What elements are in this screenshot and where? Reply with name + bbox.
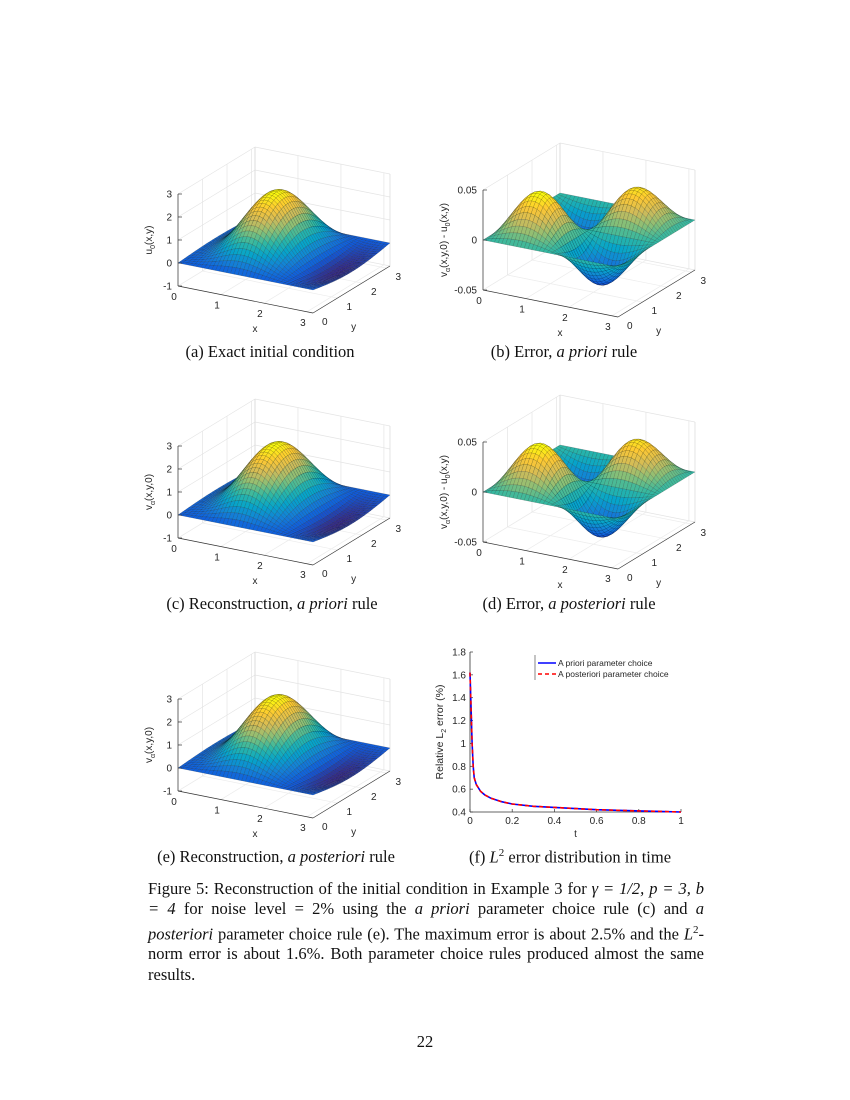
y-tick-label: 1 xyxy=(347,554,353,565)
grid-line xyxy=(507,526,643,555)
z-tick-label: 0 xyxy=(166,259,172,270)
grid-line xyxy=(482,142,561,191)
surface-plot-a: u0(x,y) xyxy=(144,146,391,314)
y-tick-label: 0 xyxy=(627,321,633,332)
grid-line xyxy=(202,270,338,299)
surface-patch xyxy=(359,261,368,265)
x-axis-label: x xyxy=(253,576,258,587)
grid-line xyxy=(177,398,256,447)
x-axis-line xyxy=(482,289,619,318)
x-tick-label: 2 xyxy=(257,561,263,572)
z-axis-label: vα(x,y,0) xyxy=(144,474,157,510)
y-axis-label: y xyxy=(351,322,356,333)
x-tick-label: 2 xyxy=(562,313,568,324)
z-axis-label-part: (x,y) xyxy=(439,203,450,222)
grid-line xyxy=(177,169,256,218)
surface-patch xyxy=(362,259,370,263)
x-tick-label: 0 xyxy=(476,296,482,307)
surface-plot-d: vα(x,y,0) - u0(x,y) xyxy=(439,394,696,570)
y-tick-label: 3 xyxy=(396,272,402,283)
grid-line xyxy=(254,169,391,198)
grid-line xyxy=(177,192,256,241)
z-tick-label: 1 xyxy=(166,236,172,247)
x-tick-label: 2 xyxy=(257,309,263,320)
surface-patch xyxy=(364,258,372,261)
surface-patch xyxy=(377,247,385,251)
grid-line xyxy=(482,394,561,443)
grid-line xyxy=(507,274,643,303)
z-tick-label: 1 xyxy=(166,488,172,499)
x-tick-label: 3 xyxy=(300,318,306,329)
z-tick-label: 2 xyxy=(166,213,172,224)
surface-patch xyxy=(330,279,337,282)
y-axis-label: y xyxy=(656,326,661,337)
x-tick-label: 0 xyxy=(171,544,177,555)
y-tick-label: 3 xyxy=(701,276,707,287)
surface-plot-c: vα(x,y,0) xyxy=(144,398,391,566)
x-tick-label: 3 xyxy=(605,322,611,333)
surface-patch xyxy=(358,263,365,266)
surface-patch xyxy=(313,286,320,289)
y-tick-label: 1 xyxy=(652,306,658,317)
surface-plot-b: vα(x,y,0) - u0(x,y) xyxy=(439,142,696,318)
z-tick-label: -1 xyxy=(163,534,172,545)
x-tick-label: 1 xyxy=(214,301,220,312)
grid-line xyxy=(254,398,391,427)
x-axis-line xyxy=(482,541,619,570)
y-tick-label: 2 xyxy=(371,539,377,550)
grid-line xyxy=(306,264,385,313)
grid-line xyxy=(177,421,256,470)
z-tick-label: -0.05 xyxy=(454,286,477,297)
surface-patch xyxy=(379,245,387,249)
z-tick-label: 3 xyxy=(166,190,172,201)
z-axis-label-part: u xyxy=(144,249,155,255)
z-axis-label: vα(x,y,0) - u0(x,y) xyxy=(439,203,452,277)
z-axis-label-part: (x,y,0) - u xyxy=(439,226,450,267)
x-tick-label: 1 xyxy=(519,305,525,316)
surface-patch xyxy=(308,288,316,291)
z-tick-label: 2 xyxy=(166,465,172,476)
z-axis-label: u0(x,y) xyxy=(144,226,157,255)
x-axis-label: x xyxy=(253,324,258,335)
y-tick-label: 2 xyxy=(371,287,377,298)
z-tick-label: 3 xyxy=(166,442,172,453)
surface-patch xyxy=(332,278,339,281)
z-tick-label: 0 xyxy=(166,511,172,522)
y-tick-label: 0 xyxy=(322,317,328,328)
z-axis-label-part: 0 xyxy=(150,245,157,249)
y-tick-label: 1 xyxy=(347,302,353,313)
grid-line xyxy=(254,146,391,175)
grid-line xyxy=(611,268,690,317)
y-axis-line xyxy=(617,269,696,318)
z-tick-label: 0.05 xyxy=(458,186,478,197)
y-axis-line xyxy=(312,265,391,314)
surface-patch xyxy=(322,283,329,286)
x-axis-label: x xyxy=(558,328,563,339)
z-axis-label-part: (x,y,0) xyxy=(144,474,155,501)
y-tick-label: 3 xyxy=(396,524,402,535)
z-axis-label-part: (x,y) xyxy=(144,226,155,245)
x-tick-label: 1 xyxy=(214,553,220,564)
grid-line xyxy=(559,142,696,171)
surface-patch xyxy=(317,285,324,287)
y-tick-label: 2 xyxy=(676,291,682,302)
grid-line xyxy=(559,394,696,423)
y-tick-label: 0 xyxy=(322,569,328,580)
x-axis-line xyxy=(177,285,314,314)
z-tick-label: -1 xyxy=(163,282,172,293)
grid-line xyxy=(177,146,256,195)
surface-patch xyxy=(319,284,326,286)
x-tick-label: 0 xyxy=(171,292,177,303)
z-tick-label: 0 xyxy=(471,236,477,247)
x-tick-label: 3 xyxy=(300,570,306,581)
x-axis-line xyxy=(177,537,314,566)
surface-patch xyxy=(341,274,348,277)
y-axis-label: y xyxy=(351,574,356,585)
